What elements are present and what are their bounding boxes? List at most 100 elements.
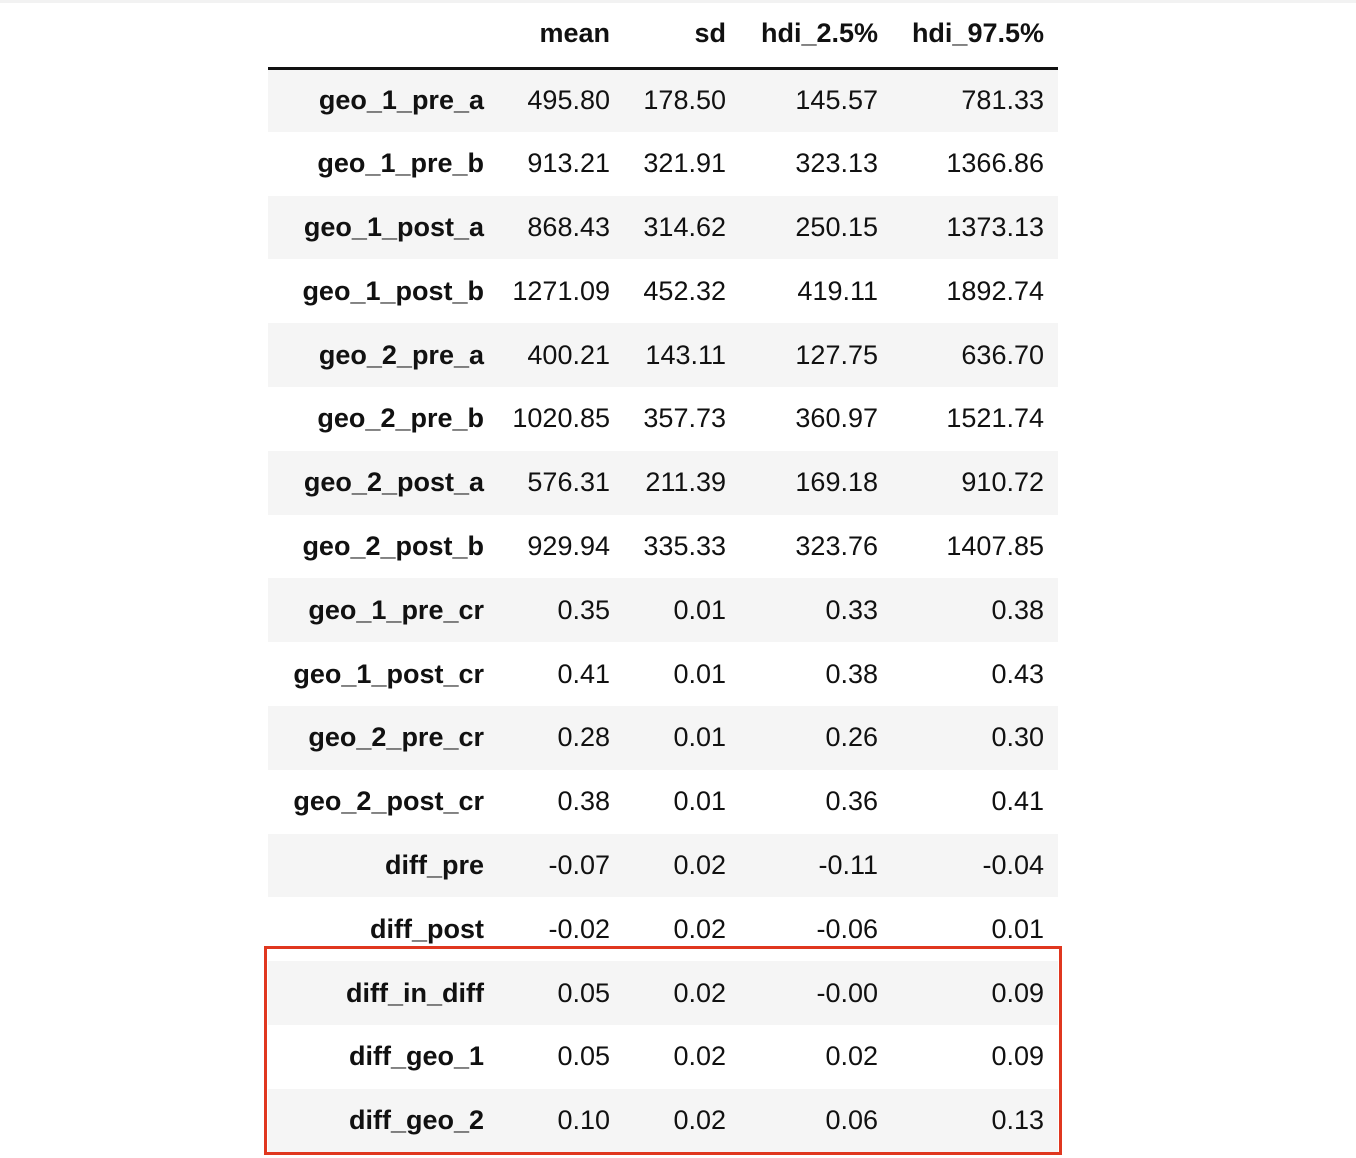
cell-hdi-low: -0.00 xyxy=(816,977,878,1008)
cell-hdi-high: 1892.74 xyxy=(946,275,1044,306)
cell-hdi-low: 0.33 xyxy=(825,594,878,625)
cell-sd: 0.02 xyxy=(673,977,726,1008)
cell-mean: 913.21 xyxy=(527,148,610,179)
header-hdi-high: hdi_97.5% xyxy=(892,0,1058,70)
cell-sd: 0.01 xyxy=(673,722,726,753)
table-row: diff_pre -0.07 0.02 -0.11 -0.04 xyxy=(268,833,1058,898)
table-row: geo_1_pre_a 495.80 178.50 145.57 781.33 xyxy=(268,68,1058,132)
row-label: geo_1_post_b xyxy=(302,275,484,306)
row-label: geo_2_post_a xyxy=(303,467,484,498)
row-label: diff_post xyxy=(370,913,484,944)
row-label: geo_1_pre_a xyxy=(318,85,484,116)
cell-hdi-high: 0.43 xyxy=(991,658,1044,689)
cell-hdi-low: 360.97 xyxy=(795,403,878,434)
cell-sd: 357.73 xyxy=(643,403,726,434)
cell-hdi-low: -0.11 xyxy=(818,849,878,880)
cell-hdi-high: 0.09 xyxy=(991,1041,1044,1072)
cell-mean: 0.05 xyxy=(557,977,610,1008)
cell-hdi-high: 0.13 xyxy=(991,1105,1044,1136)
table-row: geo_1_pre_b 913.21 321.91 323.13 1366.86 xyxy=(268,131,1058,196)
cell-hdi-low: 0.02 xyxy=(825,1041,878,1072)
header-mean: mean xyxy=(494,0,624,70)
cell-mean: 0.38 xyxy=(557,786,610,817)
cell-sd: 0.02 xyxy=(673,913,726,944)
cell-hdi-high: -0.04 xyxy=(982,849,1044,880)
cell-hdi-high: 0.30 xyxy=(991,722,1044,753)
row-label: diff_geo_2 xyxy=(348,1105,484,1136)
cell-mean: 576.31 xyxy=(527,467,610,498)
cell-hdi-high: 0.09 xyxy=(991,977,1044,1008)
cell-sd: 178.50 xyxy=(643,85,726,116)
table-row: geo_2_post_cr 0.38 0.01 0.36 0.41 xyxy=(268,769,1058,834)
table-row: geo_2_pre_cr 0.28 0.01 0.26 0.30 xyxy=(268,705,1058,770)
table-row-highlighted: diff_geo_2 0.10 0.02 0.06 0.13 xyxy=(268,1088,1058,1153)
table-row: geo_2_post_b 929.94 335.33 323.76 1407.8… xyxy=(268,514,1058,579)
cell-mean: 868.43 xyxy=(527,211,610,242)
cell-sd: 0.02 xyxy=(673,1041,726,1072)
table-row: geo_1_post_a 868.43 314.62 250.15 1373.1… xyxy=(268,195,1058,260)
summary-table: mean sd hdi_2.5% hdi_97.5% geo_1_pre_a 4… xyxy=(268,0,1058,1153)
row-label: geo_2_pre_a xyxy=(318,339,484,370)
cell-sd: 335.33 xyxy=(643,530,726,561)
cell-hdi-high: 1373.13 xyxy=(946,211,1044,242)
table-body: geo_1_pre_a 495.80 178.50 145.57 781.33 … xyxy=(268,68,1058,1153)
cell-hdi-low: 0.38 xyxy=(825,658,878,689)
row-label: geo_2_post_b xyxy=(302,530,484,561)
cell-sd: 143.11 xyxy=(645,339,726,370)
table-row: geo_1_post_b 1271.09 452.32 419.11 1892.… xyxy=(268,259,1058,324)
cell-hdi-high: 781.33 xyxy=(961,85,1044,116)
header-hdi-low: hdi_2.5% xyxy=(740,0,892,70)
cell-sd: 0.02 xyxy=(673,1105,726,1136)
cell-mean: 929.94 xyxy=(527,530,610,561)
cell-hdi-high: 0.41 xyxy=(991,786,1044,817)
cell-hdi-low: 0.36 xyxy=(825,786,878,817)
cell-sd: 0.01 xyxy=(673,658,726,689)
cell-mean: 0.35 xyxy=(557,594,610,625)
cell-hdi-low: 419.11 xyxy=(797,275,878,306)
table-header: mean sd hdi_2.5% hdi_97.5% xyxy=(268,0,1058,70)
table-row: geo_1_pre_cr 0.35 0.01 0.33 0.38 xyxy=(268,578,1058,643)
summary-table-container: mean sd hdi_2.5% hdi_97.5% geo_1_pre_a 4… xyxy=(268,0,1058,1153)
table-row-highlighted: diff_in_diff 0.05 0.02 -0.00 0.09 xyxy=(268,961,1058,1025)
cell-sd: 0.01 xyxy=(673,594,726,625)
cell-sd: 452.32 xyxy=(643,275,726,306)
cell-sd: 211.39 xyxy=(645,467,726,498)
cell-hdi-low: 0.26 xyxy=(825,722,878,753)
cell-hdi-low: 323.13 xyxy=(795,148,878,179)
header-sd: sd xyxy=(624,0,740,70)
cell-sd: 0.02 xyxy=(673,849,726,880)
cell-sd: 314.62 xyxy=(643,211,726,242)
table-row: geo_2_pre_b 1020.85 357.73 360.97 1521.7… xyxy=(268,386,1058,451)
cell-sd: 0.01 xyxy=(673,786,726,817)
row-label: diff_in_diff xyxy=(346,977,484,1008)
cell-sd: 321.91 xyxy=(643,148,726,179)
cell-mean: 1271.09 xyxy=(512,275,610,306)
cell-mean: 495.80 xyxy=(527,85,610,116)
row-label: geo_2_post_cr xyxy=(293,786,484,817)
cell-hdi-low: 169.18 xyxy=(795,467,878,498)
cell-hdi-low: 145.57 xyxy=(795,85,878,116)
cell-mean: 0.10 xyxy=(557,1105,610,1136)
row-label: geo_1_pre_b xyxy=(317,148,484,179)
cell-hdi-low: -0.06 xyxy=(816,913,878,944)
table-row: geo_2_pre_a 400.21 143.11 127.75 636.70 xyxy=(268,323,1058,387)
row-label: geo_1_post_a xyxy=(303,211,484,242)
row-label: geo_2_pre_cr xyxy=(308,722,484,753)
header-index xyxy=(268,0,494,70)
cell-mean: 0.05 xyxy=(557,1041,610,1072)
row-label: diff_pre xyxy=(384,849,484,880)
row-label: diff_geo_1 xyxy=(348,1041,484,1072)
table-row: diff_post -0.02 0.02 -0.06 0.01 xyxy=(268,897,1058,962)
cell-mean: 1020.85 xyxy=(512,403,610,434)
cell-mean: 0.28 xyxy=(557,722,610,753)
cell-mean: -0.02 xyxy=(548,913,610,944)
table-row-highlighted: diff_geo_1 0.05 0.02 0.02 0.09 xyxy=(268,1024,1058,1089)
cell-hdi-high: 1366.86 xyxy=(946,148,1044,179)
cell-hdi-high: 910.72 xyxy=(961,467,1044,498)
row-label: geo_2_pre_b xyxy=(317,403,484,434)
cell-hdi-low: 0.06 xyxy=(825,1105,878,1136)
table-row: geo_1_post_cr 0.41 0.01 0.38 0.43 xyxy=(268,642,1058,706)
table-row: geo_2_post_a 576.31 211.39 169.18 910.72 xyxy=(268,450,1058,515)
cell-hdi-low: 323.76 xyxy=(795,530,878,561)
cell-mean: 400.21 xyxy=(527,339,610,370)
